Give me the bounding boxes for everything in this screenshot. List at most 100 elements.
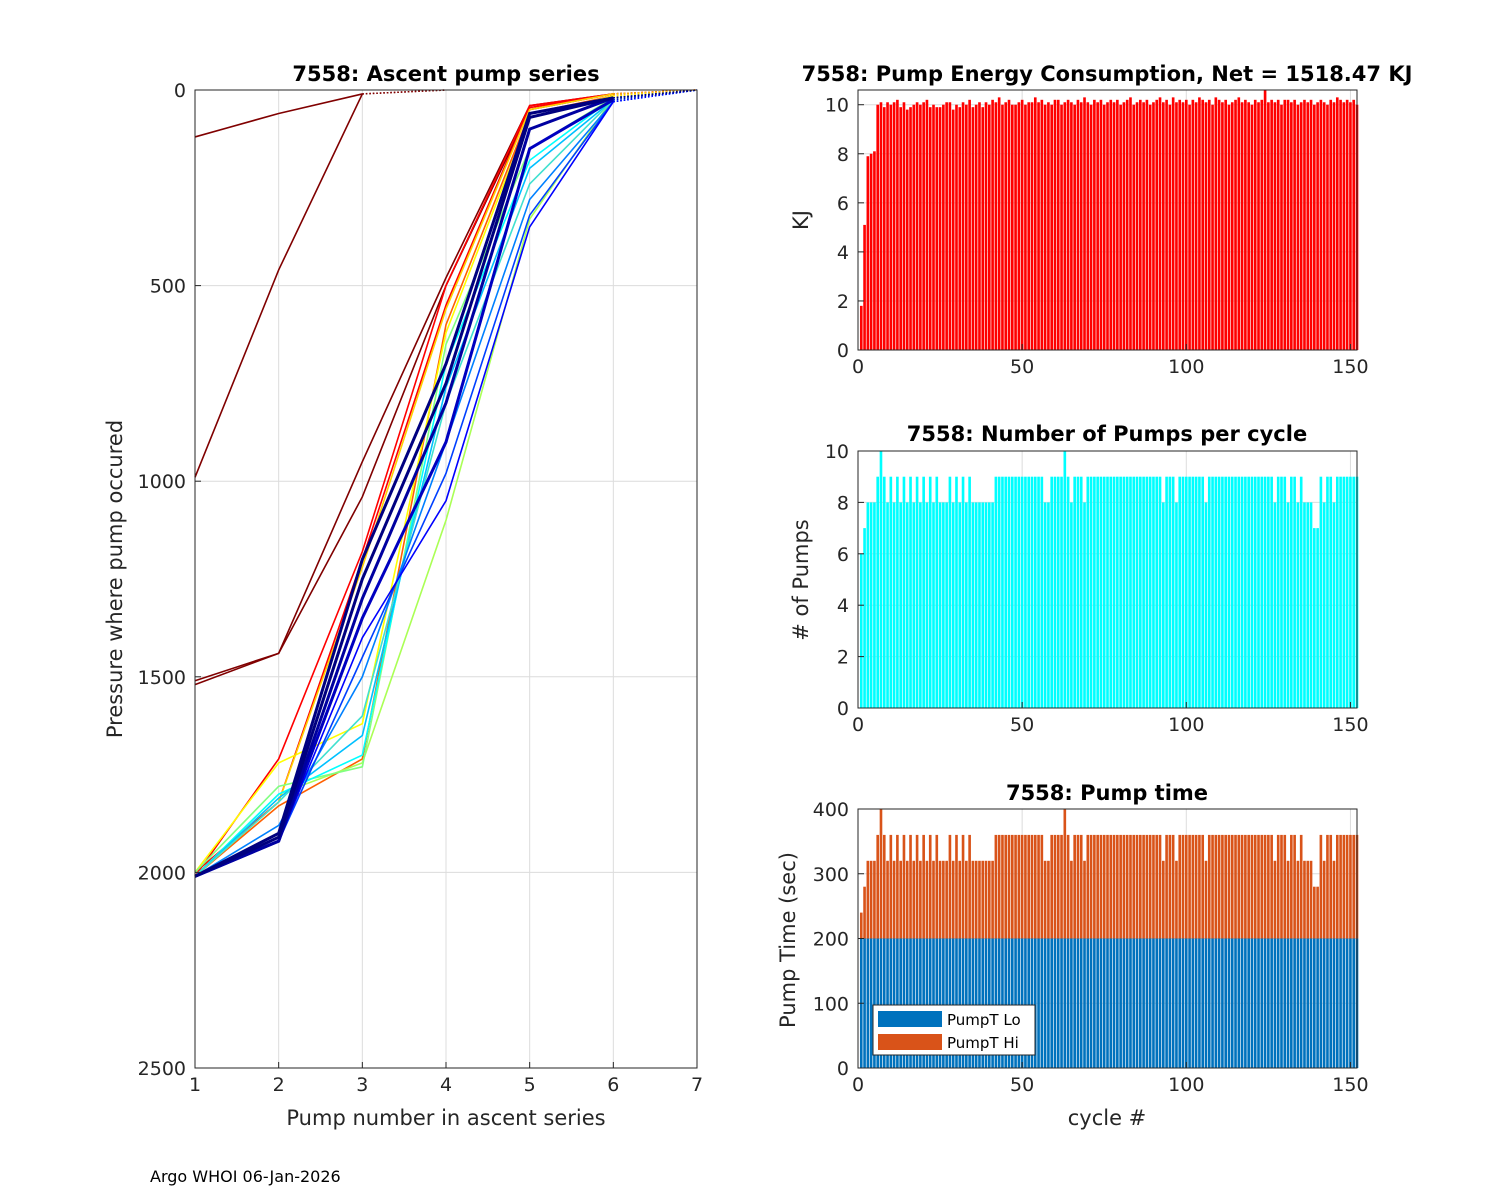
bar-pumpt-hi: [965, 860, 968, 939]
bar-pumpt-lo: [1063, 938, 1067, 1068]
bar: [1280, 104, 1283, 350]
bar-pumpt-hi: [896, 834, 899, 939]
bar: [1017, 476, 1021, 708]
pumptime-ticks: 0 50 100 150 0 100 200 300 400: [813, 799, 1369, 1096]
bar: [965, 502, 968, 708]
y-tick-label: 8: [837, 492, 849, 514]
bar-pumpt-hi: [1020, 834, 1024, 939]
bar: [1079, 476, 1083, 708]
bar-pumpt-lo: [876, 938, 880, 1068]
bar: [1332, 502, 1336, 708]
y-tick-label: 200: [813, 929, 849, 951]
bar: [997, 97, 1001, 350]
bar-pumpt-hi: [1250, 834, 1254, 939]
bar: [1060, 104, 1063, 350]
bar: [1116, 99, 1119, 351]
bar-pumpt-hi: [1335, 834, 1339, 939]
bar: [892, 502, 896, 708]
bar: [951, 502, 955, 708]
energy-bars: [859, 90, 1359, 351]
bar-pumpt-hi: [1165, 834, 1168, 939]
bar-pumpt-lo: [863, 938, 866, 1068]
bar-pumpt-hi: [968, 834, 971, 939]
bar-pumpt-hi: [955, 834, 958, 939]
bar: [1109, 476, 1113, 708]
bar: [1040, 99, 1044, 351]
bar: [1122, 102, 1126, 350]
bar: [1214, 97, 1218, 350]
bar-pumpt-lo: [1352, 938, 1356, 1068]
x-tick-label: 150: [1332, 1074, 1368, 1096]
bar: [1303, 99, 1306, 351]
x-tick-label: 0: [852, 1074, 864, 1096]
bar: [902, 102, 906, 350]
bar: [1188, 104, 1191, 350]
bar: [1093, 476, 1096, 708]
bar-pumpt-lo: [1335, 938, 1339, 1068]
energy-title: 7558: Pump Energy Consumption, Net = 151…: [802, 62, 1413, 86]
x-tick-label: 150: [1332, 356, 1368, 378]
bar-pumpt-lo: [899, 938, 902, 1068]
bar-pumpt-lo: [882, 938, 886, 1068]
bar-pumpt-hi: [1112, 834, 1116, 939]
bar: [876, 476, 880, 708]
y-tick-label: 100: [813, 993, 849, 1015]
bar-pumpt-lo: [1086, 938, 1090, 1068]
bar: [928, 107, 932, 350]
bar-pumpt-hi: [978, 860, 981, 939]
bar: [879, 451, 883, 708]
bar-pumpt-hi: [1270, 834, 1273, 939]
legend-label-lo: PumpT Lo: [947, 1011, 1021, 1029]
bar: [1194, 102, 1198, 350]
bar-pumpt-hi: [1033, 834, 1037, 939]
bar-pumpt-hi: [1102, 834, 1106, 939]
bar: [1076, 476, 1080, 708]
bar-pumpt-hi: [1280, 834, 1283, 939]
bar: [1270, 99, 1273, 351]
bar: [873, 151, 876, 350]
bar: [938, 502, 942, 708]
bar: [909, 107, 912, 350]
bar-pumpt-hi: [942, 860, 945, 939]
bar-pumpt-hi: [925, 860, 929, 939]
ascent-series-line: [194, 99, 614, 877]
bar-pumpt-lo: [1227, 938, 1231, 1068]
x-tick-label: 0: [852, 714, 864, 736]
bar-pumpt-hi: [1303, 860, 1306, 939]
legend-label-hi: PumpT Hi: [947, 1034, 1019, 1052]
bar-pumpt-hi: [1047, 860, 1050, 939]
bar: [1014, 476, 1017, 708]
bar: [1299, 102, 1303, 350]
bar: [1004, 476, 1008, 708]
bar-pumpt-lo: [1188, 938, 1191, 1068]
bar-pumpt-lo: [1332, 938, 1336, 1068]
y-tick-label: 2: [837, 291, 849, 313]
bar: [1322, 102, 1326, 350]
ascent-series-line: [194, 96, 614, 878]
x-tick-label: 0: [852, 356, 864, 378]
bar-pumpt-lo: [1207, 938, 1211, 1068]
bar: [988, 502, 991, 708]
bar-pumpt-hi: [1171, 834, 1175, 939]
bar: [1106, 476, 1109, 708]
bar-pumpt-lo: [886, 938, 889, 1068]
bar: [1129, 476, 1132, 708]
bar: [1244, 476, 1247, 708]
bar: [1027, 102, 1031, 350]
bar-pumpt-hi: [1129, 834, 1132, 939]
y-tick-label: 300: [813, 864, 849, 886]
bar-pumpt-lo: [1217, 938, 1221, 1068]
bar-pumpt-hi: [1188, 834, 1191, 939]
bar-pumpt-lo: [1181, 938, 1185, 1068]
bar-pumpt-lo: [1329, 938, 1333, 1068]
bar-pumpt-lo: [1296, 938, 1300, 1068]
bar-pumpt-lo: [1204, 938, 1208, 1068]
ascent-series-line: [194, 93, 614, 682]
y-tick-label: 0: [174, 80, 186, 102]
bar-pumpt-hi: [1339, 834, 1342, 939]
bar: [942, 502, 945, 708]
bar-pumpt-hi: [1017, 834, 1021, 939]
bar-pumpt-lo: [909, 938, 912, 1068]
bar: [1257, 476, 1260, 708]
pumptime-xlabel: cycle #: [1068, 1106, 1147, 1130]
